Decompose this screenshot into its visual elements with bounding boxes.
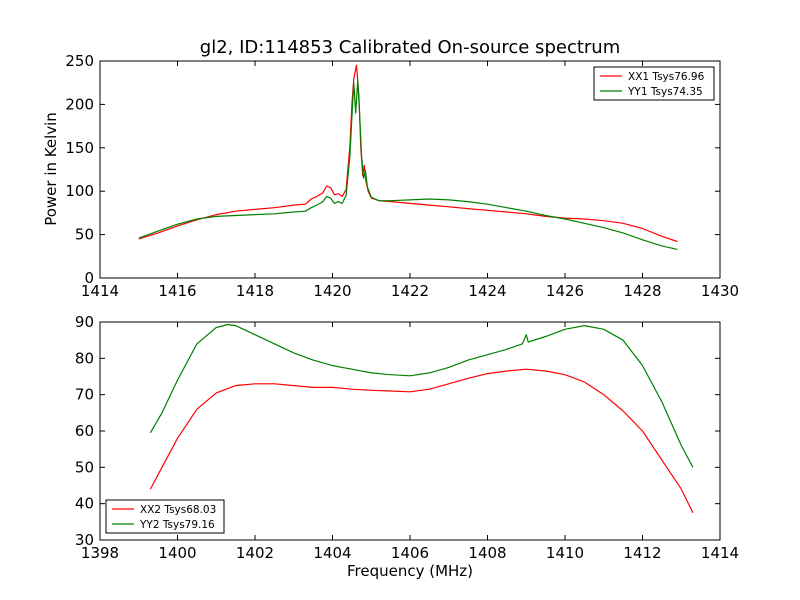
top-chart: gl2, ID:114853 Calibrated On-source spec… bbox=[42, 37, 739, 300]
x-tick-label: 1414 bbox=[81, 282, 119, 300]
x-tick-label: 1418 bbox=[236, 282, 274, 300]
legend-entry: XX1 Tsys76.96 bbox=[628, 71, 705, 83]
bottom-chart: Frequency (MHz) 1398 1400 1402 1404 1406 1408… bbox=[75, 313, 739, 580]
y-tick-label: 90 bbox=[75, 313, 94, 331]
y-tick-label: 200 bbox=[65, 95, 94, 113]
x-tick-label: 1412 bbox=[623, 544, 661, 562]
x-tick-label: 1414 bbox=[701, 544, 739, 562]
y-tick-label: 70 bbox=[75, 386, 94, 404]
y-tick-label: 80 bbox=[75, 349, 94, 367]
x-tick-label: 1424 bbox=[468, 282, 506, 300]
x-tick-label: 1400 bbox=[158, 544, 196, 562]
x-tick-label: 1398 bbox=[81, 544, 119, 562]
y-tick-label: 50 bbox=[75, 226, 94, 244]
y-tick-label: 100 bbox=[65, 182, 94, 200]
x-tick-label: 1422 bbox=[391, 282, 429, 300]
legend-entry: XX2 Tsys68.03 bbox=[140, 504, 216, 516]
y-axis-label: Power in Kelvin bbox=[42, 112, 60, 226]
x-tick-label: 1428 bbox=[623, 282, 661, 300]
y-tick-label: 60 bbox=[75, 422, 94, 440]
chart-title: gl2, ID:114853 Calibrated On-source spec… bbox=[200, 37, 620, 58]
x-tick-label: 1420 bbox=[313, 282, 351, 300]
legend-entry: YY1 Tsys74.35 bbox=[627, 86, 703, 98]
x-tick-label: 1404 bbox=[313, 544, 351, 562]
y-tick-label: 40 bbox=[75, 495, 94, 513]
x-tick-label: 1416 bbox=[158, 282, 196, 300]
x-tick-label: 1406 bbox=[391, 544, 429, 562]
x-axis-label: Frequency (MHz) bbox=[347, 562, 473, 580]
series-group bbox=[149, 323, 694, 514]
y-tick-label: 0 bbox=[84, 269, 94, 287]
legend: XX1 Tsys76.96 YY1 Tsys74.35 bbox=[593, 66, 715, 101]
x-tick-label: 1426 bbox=[546, 282, 584, 300]
series-group bbox=[138, 64, 678, 250]
x-tick-label: 1402 bbox=[236, 544, 274, 562]
x-tick-label: 1410 bbox=[546, 544, 584, 562]
legend-box bbox=[105, 499, 225, 534]
legend-box bbox=[593, 66, 715, 101]
y-tick-label: 30 bbox=[75, 531, 94, 549]
series-line-2 bbox=[149, 323, 694, 468]
plot-area: 1398 1400 1402 1404 1406 1408 1410 1412 1414 30 40… bbox=[75, 313, 739, 562]
legend: XX2 Tsys68.03 YY2 Tsys79.16 bbox=[105, 499, 225, 534]
y-tick-label: 50 bbox=[75, 458, 94, 476]
y-tick-label: 250 bbox=[65, 52, 94, 70]
plot-area: 1414 1416 1418 1420 1422 1424 1426 1428 1430 0 50 1… bbox=[65, 52, 739, 300]
x-tick-label: 1430 bbox=[701, 282, 739, 300]
y-tick-label: 150 bbox=[65, 139, 94, 157]
series-line-1 bbox=[149, 368, 694, 514]
legend-entry: YY2 Tsys79.16 bbox=[139, 519, 215, 531]
series-line-2 bbox=[138, 79, 678, 250]
x-tick-label: 1408 bbox=[468, 544, 506, 562]
